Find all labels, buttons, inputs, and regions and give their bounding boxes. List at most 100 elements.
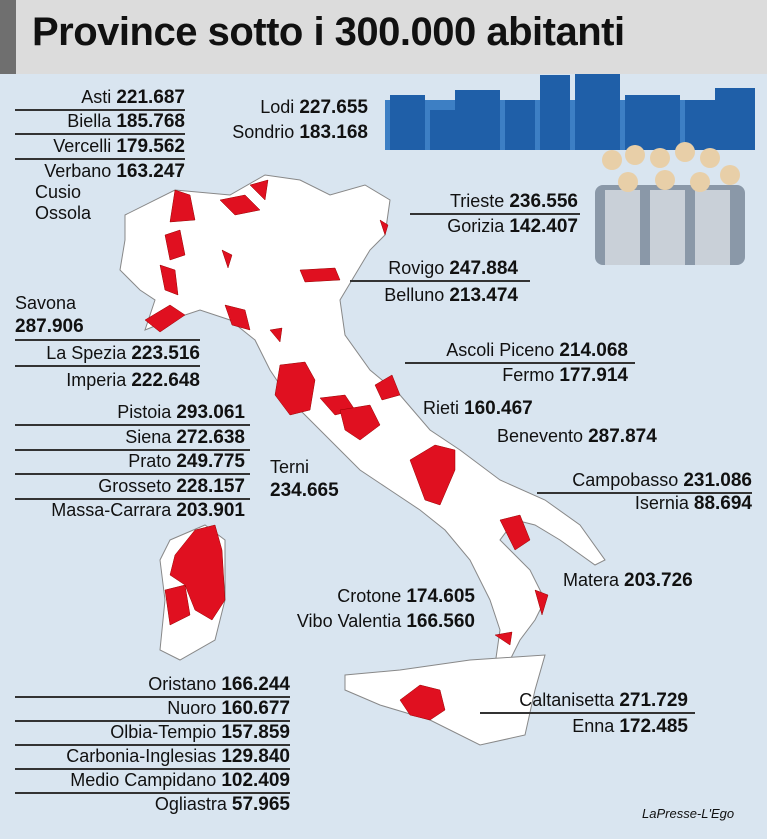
population: 247.884	[449, 258, 518, 279]
province-label: Enna 172.485	[572, 715, 688, 738]
province-name: Massa-Carrara	[51, 500, 172, 520]
province-name: Sondrio	[232, 122, 295, 142]
province-name: Siena	[125, 427, 172, 447]
province-name: Cusio	[35, 182, 82, 202]
population: 160.467	[464, 398, 533, 419]
separator	[15, 473, 250, 475]
province-label: Rieti 160.467	[423, 397, 533, 420]
population: 223.516	[131, 343, 200, 364]
population: 177.914	[559, 365, 628, 386]
province-name: Biella	[67, 111, 112, 131]
highlighted-provinces	[144, 179, 549, 721]
province-label: Carbonia-Inglesias 129.840	[66, 745, 290, 768]
separator	[15, 449, 250, 451]
province-label: Pistoia 293.061	[117, 401, 245, 424]
province-name-line: Ossola	[35, 202, 91, 224]
population: 185.768	[116, 111, 185, 132]
province-label: Trieste 236.556	[450, 190, 578, 213]
population: 272.638	[176, 427, 245, 448]
province-label: Oristano 166.244	[148, 673, 290, 696]
population: 203.901	[176, 500, 245, 521]
province-label: Vercelli 179.562	[53, 135, 185, 158]
population: 88.694	[693, 493, 752, 514]
population: 213.474	[449, 285, 518, 306]
province-name: Carbonia-Inglesias	[66, 746, 217, 766]
province-label: Benevento 287.874	[497, 425, 657, 448]
separator	[537, 492, 752, 494]
population: 157.859	[221, 722, 290, 743]
people-icon	[595, 142, 745, 265]
population: 271.729	[619, 690, 688, 711]
province-label: Medio Campidano 102.409	[70, 769, 290, 792]
separator	[350, 280, 530, 282]
province-label: Ogliastra 57.965	[155, 793, 290, 816]
population: 102.409	[221, 770, 290, 791]
province-label: 234.665	[270, 479, 339, 502]
province-label: Biella 185.768	[67, 110, 185, 133]
population: 234.665	[270, 480, 339, 501]
population: 142.407	[509, 216, 578, 237]
province-name: Ossola	[35, 203, 92, 223]
province-name: Matera	[563, 570, 620, 590]
province-label: Prato 249.775	[128, 450, 245, 473]
population: 166.560	[406, 611, 475, 632]
province-name: Vibo Valentia	[296, 611, 402, 631]
province-label: Rovigo 247.884	[388, 257, 518, 280]
province-name: Pistoia	[117, 402, 172, 422]
province-label: Vibo Valentia 166.560	[297, 610, 475, 633]
population: 166.244	[221, 674, 290, 695]
province-name: Savona	[15, 293, 77, 313]
skyline	[385, 68, 755, 150]
province-name: Grosseto	[98, 476, 172, 496]
province-label: Terni	[270, 456, 309, 478]
province-name: Imperia	[66, 370, 127, 390]
title: Province sotto i 300.000 abitanti	[32, 10, 625, 54]
province-name: Rieti	[423, 398, 460, 418]
separator	[15, 339, 200, 341]
separator	[410, 213, 580, 215]
province-label: Fermo 177.914	[502, 364, 628, 387]
province-name: Rovigo	[388, 258, 445, 278]
separator	[480, 712, 695, 714]
population: 174.605	[406, 586, 475, 607]
separator	[15, 498, 250, 500]
province-label: Massa-Carrara 203.901	[51, 499, 245, 522]
province-label: Grosseto 228.157	[98, 475, 245, 498]
province-name: Olbia-Tempio	[110, 722, 217, 742]
province-label: Lodi 227.655	[260, 96, 368, 119]
province-name-line: Cusio	[35, 181, 81, 203]
province-label: Nuoro 160.677	[167, 697, 290, 720]
province-label: Belluno 213.474	[384, 284, 518, 307]
province-label: 287.906	[15, 315, 84, 338]
separator	[15, 696, 290, 698]
province-name: Belluno	[384, 285, 445, 305]
stripe	[0, 0, 16, 74]
province-label: Campobasso 231.086	[572, 469, 752, 492]
province-label: Savona	[15, 292, 76, 314]
province-name: Ascoli Piceno	[446, 340, 555, 360]
province-name: Oristano	[148, 674, 217, 694]
province-label: Caltanisetta 271.729	[519, 689, 688, 712]
population: 183.168	[299, 122, 368, 143]
province-name: Vercelli	[53, 136, 112, 156]
population: 293.061	[176, 402, 245, 423]
separator	[15, 158, 185, 160]
population: 287.906	[15, 316, 84, 337]
title-bar: Province sotto i 300.000 abitanti	[0, 0, 767, 74]
population: 221.687	[116, 87, 185, 108]
separator	[15, 365, 200, 367]
province-label: Asti 221.687	[81, 86, 185, 109]
province-label: La Spezia 223.516	[46, 342, 200, 365]
province-name: Crotone	[337, 586, 402, 606]
separator	[15, 109, 185, 111]
province-label: Verbano 163.247	[44, 160, 185, 183]
province-label: Sondrio 183.168	[232, 121, 368, 144]
separator	[15, 768, 290, 770]
province-label: Isernia 88.694	[635, 492, 752, 515]
population: 227.655	[299, 97, 368, 118]
separator	[15, 133, 185, 135]
province-label: Imperia 222.648	[66, 369, 200, 392]
province-name: Medio Campidano	[70, 770, 217, 790]
